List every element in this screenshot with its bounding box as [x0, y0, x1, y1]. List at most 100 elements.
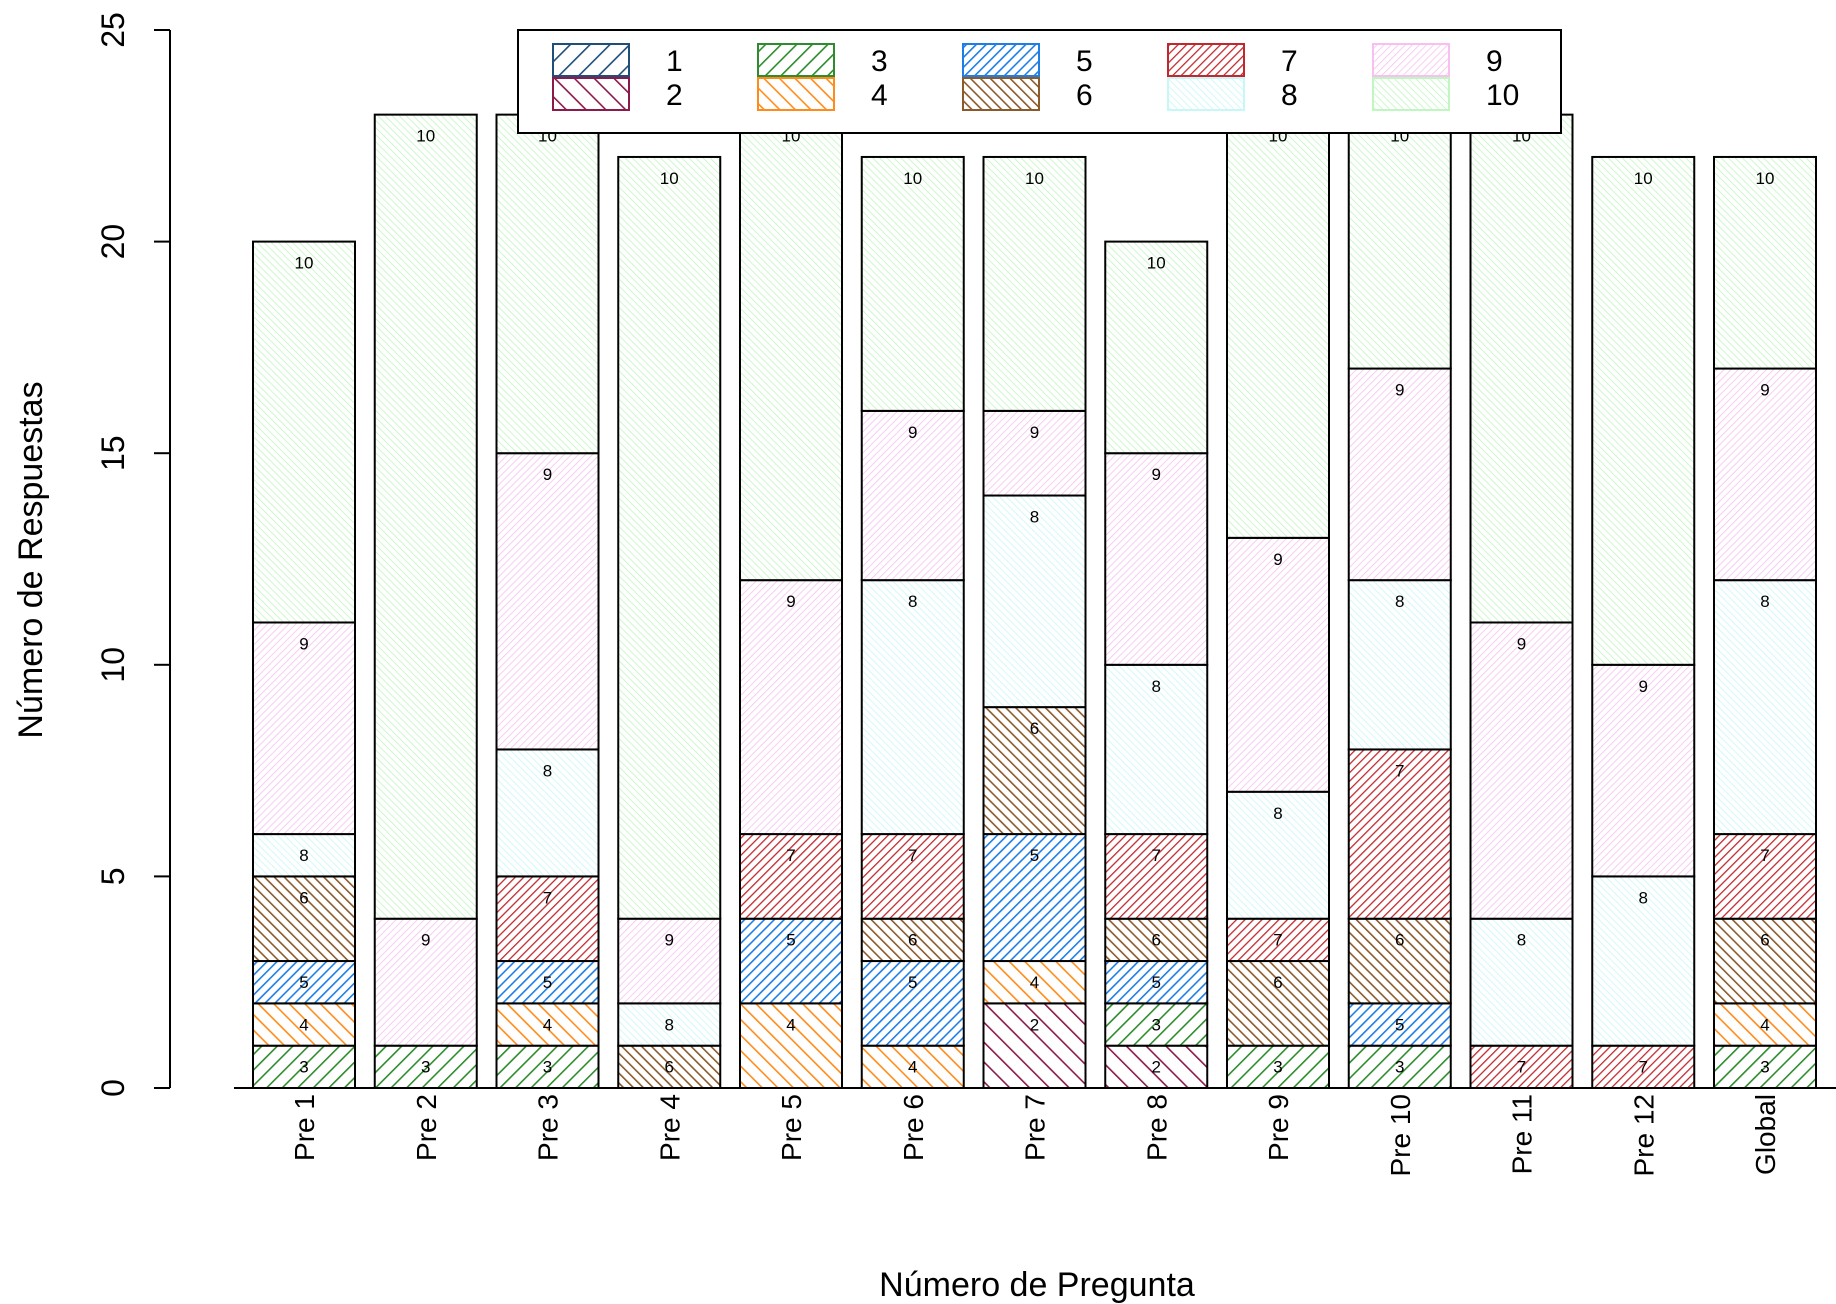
bar-segment	[1104, 240, 1209, 455]
bar-segment	[1469, 113, 1574, 624]
legend-label: 4	[871, 79, 888, 112]
bar-segment	[1469, 917, 1574, 1047]
segment-label: 4	[908, 1058, 917, 1077]
legend-label: 5	[1076, 45, 1093, 78]
segment-label: 9	[1273, 550, 1282, 569]
bar-segment	[982, 494, 1087, 709]
bar-segment	[252, 875, 356, 963]
segment-label: 9	[786, 592, 795, 611]
legend-swatch	[1167, 77, 1245, 111]
x-tick-label: Pre 12	[1628, 1094, 1659, 1177]
bar-segment	[739, 917, 843, 1005]
segment-label: 8	[1152, 677, 1161, 696]
bar-segment	[1104, 1044, 1209, 1090]
bar-segment	[860, 960, 965, 1047]
bar-stack: 6 8 9 10	[617, 155, 722, 1090]
bar-segment	[860, 917, 965, 963]
x-tick-label: Pre 4	[654, 1094, 685, 1161]
legend-label: 2	[666, 79, 683, 112]
segment-label: 6	[908, 931, 917, 950]
segment-label: 10	[1025, 169, 1044, 188]
legend: 12 34 56 78 910	[517, 29, 1562, 134]
bar-segment	[1347, 1002, 1452, 1047]
legend-swatch	[1372, 77, 1450, 111]
bar-segment	[1226, 113, 1330, 539]
segment-label: 10	[1756, 169, 1775, 188]
segment-label: 2	[1152, 1058, 1161, 1077]
segment-label: 6	[299, 888, 308, 907]
segment-label: 8	[1395, 592, 1404, 611]
bar-segment	[982, 409, 1087, 497]
segment-label: 8	[543, 761, 552, 780]
segment-label: 9	[1517, 634, 1526, 653]
bar-segment	[860, 579, 965, 836]
bar-segment	[1469, 1044, 1574, 1090]
bar-segment	[1104, 452, 1209, 666]
y-tick-label: 15	[95, 435, 131, 471]
legend-swatch	[757, 43, 835, 77]
x-tick-label: Pre 2	[411, 1094, 442, 1161]
bar-segment	[1347, 917, 1452, 1005]
legend-label: 3	[871, 45, 888, 78]
bar-segment	[495, 960, 600, 1005]
segment-label: 6	[1152, 931, 1161, 950]
legend-label: 10	[1486, 79, 1519, 112]
x-axis-title: Número de Pregunta	[879, 1266, 1195, 1304]
segment-label: 9	[908, 423, 917, 442]
bar-segment	[252, 621, 356, 836]
segment-label: 9	[543, 465, 552, 484]
y-axis: 0 5 10 15 20 25	[95, 12, 171, 1097]
bar-segment	[1226, 790, 1330, 920]
x-tick-label: Pre 9	[1263, 1094, 1294, 1161]
legend-swatch	[1372, 43, 1450, 77]
segment-label: 8	[1517, 931, 1526, 950]
bar-segment	[1226, 917, 1330, 963]
bar-stack: 3 4 5 6 8 9 10	[252, 240, 356, 1090]
segment-label: 4	[1030, 973, 1039, 992]
legend-swatch	[552, 77, 630, 111]
bar-segment	[495, 748, 600, 878]
segment-label: 4	[543, 1015, 552, 1034]
x-tick-label: Pre 8	[1141, 1094, 1172, 1161]
segment-label: 8	[299, 846, 308, 865]
bar-segment	[860, 833, 965, 920]
segment-label: 4	[786, 1015, 795, 1034]
segment-label: 5	[786, 931, 795, 950]
y-tick-label: 10	[95, 647, 131, 683]
segment-label: 5	[908, 973, 917, 992]
segment-label: 3	[543, 1058, 552, 1077]
bar-stack: 3 4 6 7 8 9 10	[1713, 155, 1817, 1090]
segment-label: 6	[1395, 931, 1404, 950]
segment-label: 9	[1639, 677, 1648, 696]
segment-label: 3	[1273, 1058, 1282, 1077]
bar-segment	[1713, 367, 1817, 582]
segment-label: 8	[1273, 804, 1282, 823]
segment-label: 8	[1639, 888, 1648, 907]
segment-label: 5	[1152, 973, 1161, 992]
segment-label: 10	[1634, 169, 1653, 188]
bar-segment	[1226, 536, 1330, 793]
segment-label: 5	[1030, 846, 1039, 865]
segment-label: 4	[299, 1015, 308, 1034]
bar-segment	[495, 113, 600, 455]
x-tick-label: Pre 3	[533, 1094, 564, 1161]
x-tick-label: Global	[1750, 1094, 1781, 1175]
x-tick-label: Pre 5	[776, 1094, 807, 1161]
segment-label: 6	[665, 1058, 674, 1077]
bar-segment	[982, 1002, 1087, 1089]
x-tick-label: Pre 7	[1020, 1094, 1051, 1161]
segment-label: 3	[421, 1058, 430, 1077]
bar-segment	[252, 1002, 356, 1047]
segment-label: 3	[1152, 1015, 1161, 1034]
bar-segment	[1347, 113, 1452, 370]
bar-segment	[617, 1002, 722, 1047]
segment-label: 3	[1395, 1058, 1404, 1077]
segment-label: 6	[1030, 719, 1039, 738]
bar-segment	[1104, 833, 1209, 920]
y-tick-label: 5	[95, 868, 131, 886]
bar-segment	[1713, 833, 1817, 920]
bar-segment	[252, 240, 356, 624]
bar-segment	[1713, 579, 1817, 836]
